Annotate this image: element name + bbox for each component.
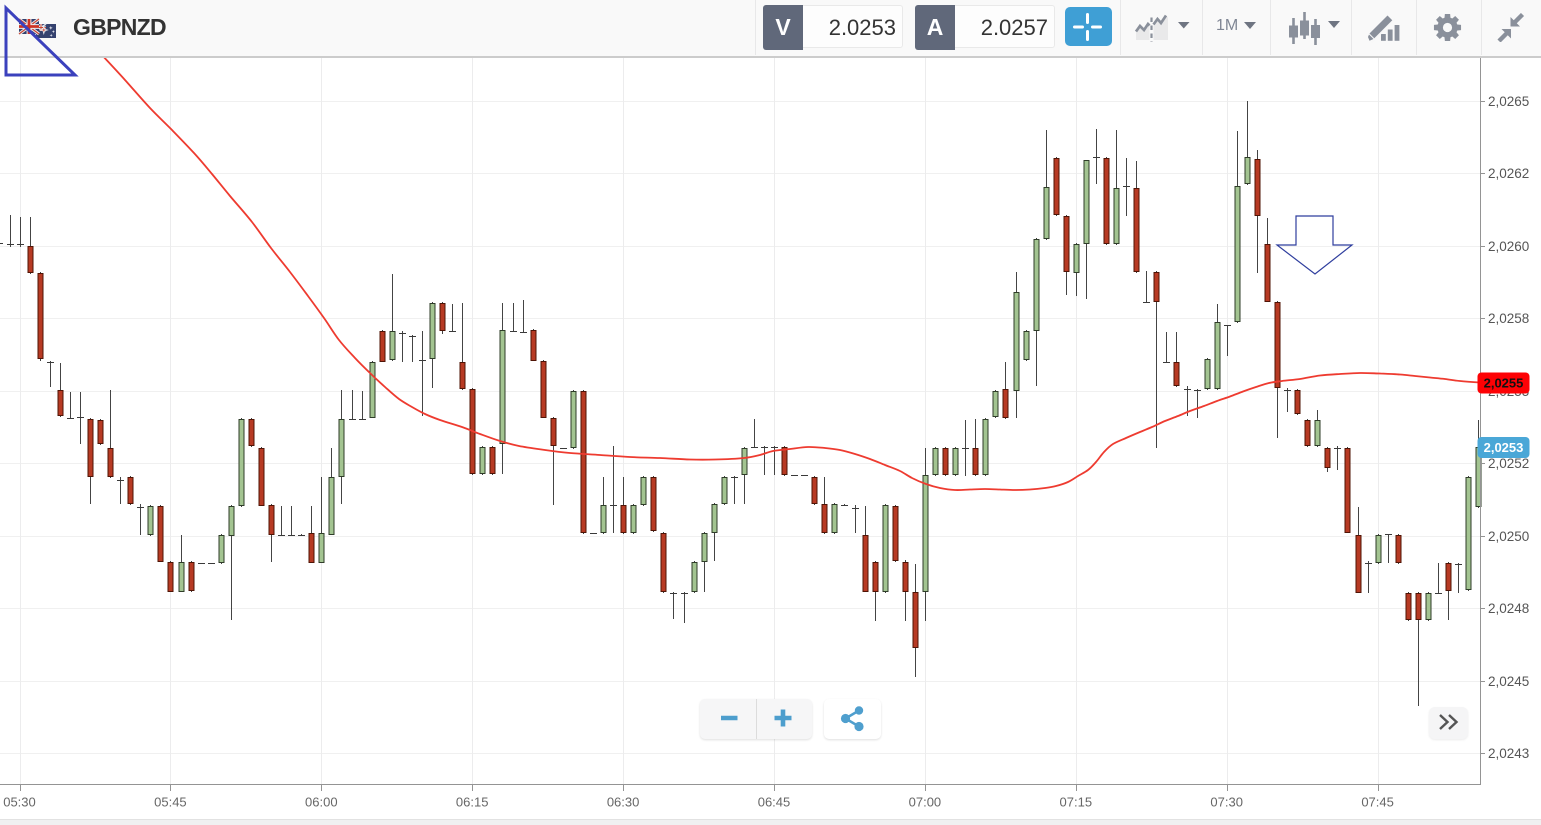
svg-text:2,0255: 2,0255 [1484,376,1524,391]
svg-text:07:15: 07:15 [1060,795,1093,810]
svg-text:06:45: 06:45 [758,795,791,810]
svg-text:2,0260: 2,0260 [1488,239,1529,254]
svg-text:2,0252: 2,0252 [1488,456,1529,471]
svg-text:2,0243: 2,0243 [1488,746,1529,761]
svg-text:05:30: 05:30 [3,795,36,810]
svg-text:2,0262: 2,0262 [1488,166,1529,181]
svg-text:05:45: 05:45 [154,795,187,810]
svg-text:06:00: 06:00 [305,795,338,810]
svg-text:2,0248: 2,0248 [1488,601,1529,616]
svg-text:07:30: 07:30 [1210,795,1243,810]
svg-text:2,0250: 2,0250 [1488,529,1529,544]
svg-text:2,0265: 2,0265 [1488,94,1529,109]
svg-text:06:30: 06:30 [607,795,640,810]
svg-text:07:45: 07:45 [1361,795,1394,810]
svg-text:2,0253: 2,0253 [1484,440,1524,455]
svg-text:07:00: 07:00 [909,795,942,810]
svg-text:2,0245: 2,0245 [1488,674,1529,689]
svg-text:2,0258: 2,0258 [1488,311,1529,326]
svg-text:06:15: 06:15 [456,795,489,810]
